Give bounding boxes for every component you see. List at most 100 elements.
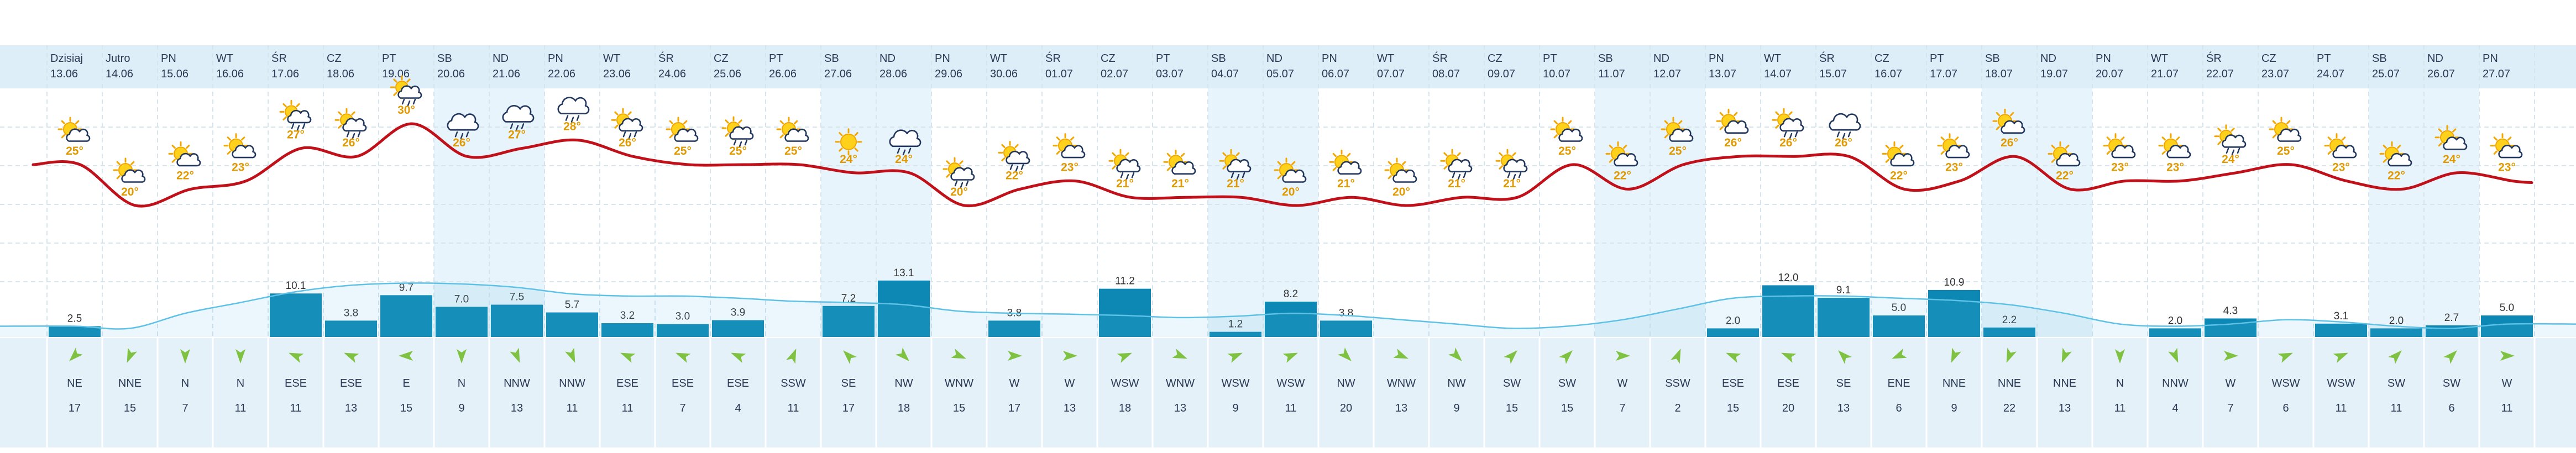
sun-ray (1277, 175, 1281, 180)
rain-drop (465, 131, 469, 138)
day-date: 06.07 (1322, 68, 1349, 80)
wind-speed-label: 4 (735, 402, 741, 414)
day-name: PN (1322, 52, 1337, 65)
day-name: PT (382, 52, 396, 65)
sun-ray (1719, 112, 1724, 117)
cloud-shape (2387, 152, 2412, 167)
temperature-label: 22° (1006, 169, 1023, 182)
sun-ray (1553, 120, 1558, 124)
weekend-column-shade (1263, 88, 1318, 337)
partly-sunny-icon (1384, 157, 1417, 183)
sun-cloud-rain-icon (1495, 149, 1528, 180)
wind-direction-arrow-icon (1781, 352, 1797, 363)
wind-speed-label: 18 (898, 402, 910, 414)
wind-speed-label: 7 (679, 402, 685, 414)
rain-amount-label: 5.0 (1892, 302, 1906, 314)
rain-bar (1265, 302, 1317, 337)
wind-direction-arrow-icon (951, 349, 966, 359)
rain-amount-label: 2.0 (1726, 315, 1740, 326)
wind-speed-label: 17 (69, 402, 81, 414)
weekend-column-shade (2369, 88, 2424, 337)
wind-speed-label: 2 (1674, 402, 1680, 414)
partly-sunny-icon (776, 117, 809, 142)
sun-ray (1609, 159, 1613, 163)
day-date: 03.07 (1156, 68, 1184, 80)
sun-ray (186, 145, 190, 149)
sun-ray (1568, 120, 1572, 124)
sun-ray (2106, 136, 2111, 141)
day-name: PN (161, 52, 176, 65)
sun-ray (2272, 134, 2276, 139)
sun-ray (725, 133, 729, 137)
day-name: ŚR (1432, 51, 1448, 65)
wind-direction-label: WSW (1221, 377, 1249, 389)
sun-ray (171, 159, 176, 163)
day-date: 21.07 (2151, 68, 2179, 80)
sun-ray (1070, 136, 1075, 141)
cloud-shape (1829, 113, 1861, 131)
wind-direction-arrow-icon (1393, 349, 1409, 359)
wind-direction-arrow-icon (180, 349, 190, 364)
rain-bar (49, 326, 101, 337)
day-name: PT (2317, 52, 2331, 65)
temperature-label: 21° (1116, 177, 1134, 190)
temperature-label: 20° (950, 186, 968, 198)
weekend-column-shade (1595, 88, 1650, 337)
day-date: 22.07 (2206, 68, 2234, 80)
sun-ray (1885, 145, 1889, 149)
wind-direction-arrow-icon (1282, 352, 1298, 363)
cloud-shape (1227, 159, 1252, 173)
wind-direction-arrow-icon (1671, 349, 1681, 364)
rain-amount-label: 2.2 (2002, 314, 2017, 326)
wind-speed-label: 11 (788, 402, 799, 414)
cloud-shape (619, 118, 643, 132)
wind-speed-label: 22 (2003, 402, 2015, 414)
rain-drop (296, 125, 300, 131)
rain-bar (325, 320, 377, 337)
rain-drop (570, 117, 574, 123)
sun-ray (1996, 126, 2000, 130)
sun-cloud-rain-icon (943, 157, 975, 188)
wind-speed-label: 13 (1174, 402, 1186, 414)
sun-ray (2121, 136, 2125, 141)
wind-direction-label: ESE (1722, 377, 1744, 389)
wind-direction-arrow-icon (1063, 351, 1077, 361)
day-date: 25.07 (2372, 68, 2400, 80)
wind-speed-label: 17 (842, 402, 855, 414)
wind-speed-label: 9 (458, 402, 464, 414)
rain-amount-label: 1.2 (1228, 319, 1243, 330)
day-date: 05.07 (1266, 68, 1294, 80)
sun-ray (1388, 175, 1392, 180)
wind-direction-label: NNE (118, 377, 142, 389)
wind-direction-label: ESE (285, 377, 307, 389)
sun-ray (1955, 136, 1959, 141)
day-date: 13.07 (1709, 68, 1736, 80)
sun-ray (296, 103, 300, 108)
wind-direction-label: NNE (2053, 377, 2076, 389)
sun-ray (854, 132, 858, 136)
rain-drop (960, 182, 964, 188)
day-date: 04.07 (1211, 68, 1239, 80)
wind-direction-label: N (237, 377, 244, 389)
day-date: 12.07 (1653, 68, 1681, 80)
temperature-label: 21° (1448, 177, 1465, 190)
cloud-shape (1614, 152, 1638, 167)
day-name: PT (1156, 52, 1170, 65)
cloud-shape (176, 152, 201, 167)
sun-ray (2161, 150, 2166, 155)
wind-direction-label: ESE (616, 377, 638, 389)
wind-direction-arrow-icon (1838, 350, 1852, 364)
temperature-label: 27° (508, 128, 526, 141)
rain-amount-label: 7.5 (510, 292, 524, 303)
day-name: ND (2040, 52, 2056, 65)
wind-direction-arrow-icon (1504, 350, 1517, 364)
sun-ray (794, 120, 798, 124)
sun-ray (1222, 152, 1227, 156)
temperature-label: 26° (342, 136, 360, 149)
wind-direction-label: E (402, 377, 410, 389)
wind-direction-arrow-icon (2500, 351, 2515, 361)
temperature-label: 22° (1614, 169, 1631, 182)
sun-ray (1457, 152, 1461, 156)
cloud-shape (66, 128, 91, 142)
